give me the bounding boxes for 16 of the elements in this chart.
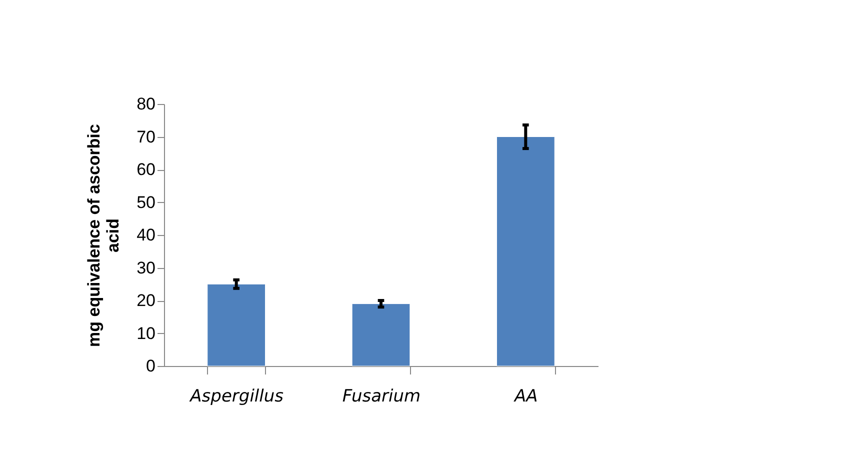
y-tick-label: 60 — [136, 160, 156, 179]
y-tick-label: 10 — [136, 324, 156, 343]
x-tick-label: Fusarium — [342, 386, 421, 406]
bar — [496, 136, 555, 366]
y-tick-label: 30 — [136, 258, 156, 278]
y-tick-label: 80 — [136, 94, 156, 114]
y-tick-label: 0 — [146, 356, 156, 376]
bar — [207, 284, 266, 366]
y-tick-label: 40 — [136, 226, 156, 244]
x-tick-label: AA — [514, 386, 538, 406]
y-axis-title: mg equivalence of ascorbic acid — [84, 124, 123, 347]
y-tick-label: 50 — [136, 192, 156, 212]
bar — [352, 304, 410, 366]
y-tick-label: 20 — [136, 291, 156, 310]
y-tick-label: 70 — [136, 127, 156, 146]
x-tick-label: Aspergillus — [189, 386, 284, 406]
